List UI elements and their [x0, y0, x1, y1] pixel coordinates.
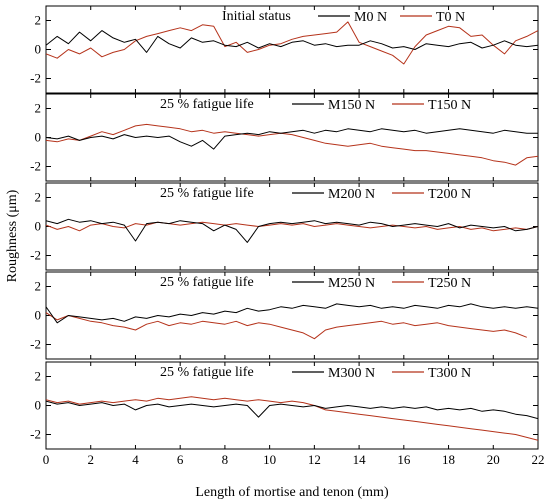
legend-label: T200 N [428, 187, 471, 202]
y-tick-label: 2 [35, 101, 42, 116]
series-line-t250-n [46, 312, 527, 340]
panel-5: 2 0 -2 25 % fatigue life M300 N T300 N [30, 361, 539, 450]
legend-label: M150 N [328, 98, 375, 113]
series-line-m150-n [46, 128, 538, 150]
legend-label: M250 N [328, 276, 375, 291]
legend-label: T250 N [428, 276, 471, 291]
x-tick-label: 16 [397, 452, 411, 467]
series-line-m250-n [46, 303, 538, 324]
y-tick-label: -2 [30, 71, 41, 86]
x-tick-label: 8 [222, 452, 229, 467]
y-tick-label: -2 [30, 427, 41, 442]
y-tick-label: 2 [35, 369, 42, 384]
x-axis-title: Length of mortise and tenon (mm) [195, 485, 389, 500]
panel-status-text: 25 % fatigue life [160, 365, 254, 380]
x-tick-label: 0 [43, 452, 50, 467]
x-tick-label: 14 [353, 452, 367, 467]
panel-1: 2 0 -2 Initial status M0 N T0 N [30, 5, 539, 94]
y-tick-label: 0 [35, 308, 42, 323]
series-line-m0-n [46, 30, 538, 53]
legend-label: T300 N [428, 366, 471, 381]
legend-label: M0 N [354, 10, 387, 25]
panel-status-text: Initial status [222, 9, 291, 24]
legend-label: M300 N [328, 366, 375, 381]
x-tick-label: 12 [308, 452, 321, 467]
y-tick-label: 0 [35, 398, 42, 413]
x-tick-label: 20 [487, 452, 500, 467]
y-tick-label: 0 [35, 42, 42, 57]
x-tick-label: 10 [263, 452, 276, 467]
panel-status-text: 25 % fatigue life [160, 186, 254, 201]
y-tick-label: 2 [35, 279, 42, 294]
y-tick-label: 0 [35, 130, 42, 145]
x-tick-label: 4 [132, 452, 139, 467]
panels-layer: 2 0 -2 Initial status M0 N T0 N 2 0 -2 25 % fatig… [30, 5, 539, 450]
series-line-m200-n [46, 218, 538, 243]
y-tick-label: -2 [30, 248, 41, 263]
legend-label: T150 N [428, 98, 471, 113]
y-axis-title: Roughness (μm) [5, 189, 20, 282]
series-line-m300-n [46, 400, 538, 420]
series-line-t300-n [46, 396, 538, 441]
panel-status-text: 25 % fatigue life [160, 97, 254, 112]
y-tick-label: 2 [35, 13, 42, 28]
x-tick-label: 22 [532, 452, 545, 467]
panel-3: 2 0 -2 25 % fatigue life M200 N T200 N [30, 182, 539, 271]
legend-label: T0 N [436, 10, 465, 25]
y-tick-label: -2 [30, 337, 41, 352]
x-tick-label: 18 [442, 452, 455, 467]
y-tick-label: -2 [30, 159, 41, 174]
legend-label: M200 N [328, 187, 375, 202]
panel-status-text: 25 % fatigue life [160, 275, 254, 290]
x-tick-label: 2 [87, 452, 94, 467]
x-tick-label: 6 [177, 452, 184, 467]
x-axis: 0 2 4 6 8 10 12 14 16 18 20 22 [43, 452, 545, 467]
y-tick-label: 0 [35, 219, 42, 234]
series-line-t150-n [46, 123, 538, 166]
series-line-t0-n [46, 21, 538, 65]
panel-4: 2 0 -2 25 % fatigue life M250 N T250 N [30, 271, 539, 360]
y-tick-label: 2 [35, 190, 42, 205]
panel-2: 2 0 -2 25 % fatigue life M150 N T150 N [30, 93, 539, 182]
